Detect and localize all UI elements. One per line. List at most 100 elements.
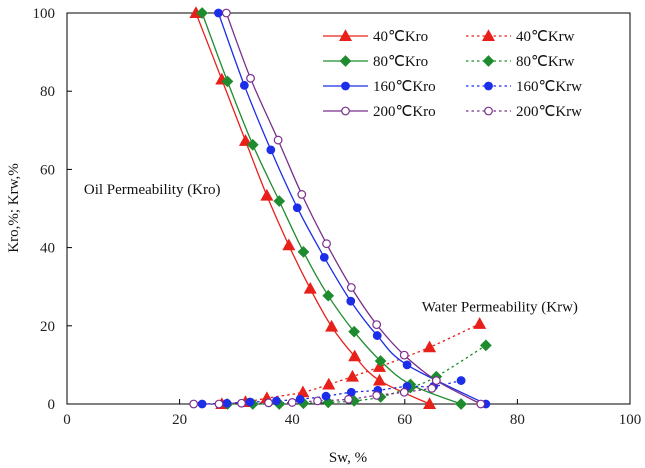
data-point-160ckro: [372, 331, 382, 340]
water-permeability-annotation: Water Permeability (Krw): [422, 299, 578, 315]
legend-label-80ckro: 80℃Kro: [373, 54, 428, 70]
data-point-80ckro: [273, 195, 286, 207]
x-tick-label: 100: [619, 412, 642, 428]
series-markers: [189, 6, 492, 410]
data-point-160ckrw: [295, 394, 305, 404]
y-tick-label: 80: [40, 84, 55, 100]
data-point-200ckro: [297, 190, 307, 199]
y-axis-label: Kro,%; Krw,%: [6, 163, 22, 252]
oil-permeability-annotation: Oil Permeability (Kro): [84, 182, 221, 198]
data-point-160ckrw: [222, 398, 232, 408]
data-point-80ckro: [246, 138, 259, 151]
data-point-200ckrw: [287, 398, 297, 407]
x-tick-label: 60: [397, 412, 412, 428]
legend-marker-160ckro: [341, 81, 350, 91]
legend-label-200ckro: 200℃Kro: [373, 104, 436, 120]
data-point-200ckrw: [313, 396, 322, 406]
series-line-80ckro: [201, 12, 462, 405]
data-point-200ckro: [346, 283, 356, 292]
legend-marker-80ckrw: [482, 55, 495, 67]
x-tick-label: 20: [172, 412, 187, 428]
data-point-200ckrw: [372, 390, 382, 400]
data-point-200ckrw: [214, 399, 224, 409]
data-point-80ckro: [196, 7, 208, 19]
data-point-200ckro: [476, 399, 486, 409]
data-point-160ckro: [239, 80, 249, 90]
axis-ticks: 0 20 40 60 80 100 0 20 40 60 80 100: [33, 6, 642, 428]
series-line-40ckro: [195, 12, 430, 405]
data-point-160ckrw: [272, 396, 281, 406]
legend-marker-200ckro: [341, 106, 350, 116]
data-point-200ckro: [322, 239, 331, 249]
legend-label-80ckrw: 80℃Krw: [516, 54, 575, 70]
data-point-40ckrw: [372, 360, 386, 372]
y-tick-label: 100: [33, 6, 56, 22]
data-point-200ckrw: [427, 383, 437, 393]
data-point-80ckro: [374, 355, 387, 367]
legend-marker-200ckrw: [484, 106, 493, 116]
data-point-80ckro: [297, 246, 310, 258]
data-point-160ckro: [292, 203, 302, 213]
legend-label-200ckrw: 200℃Krw: [516, 104, 582, 120]
data-point-200ckrw: [399, 387, 409, 397]
y-tick-label: 20: [40, 319, 55, 335]
legend-label-40ckrw: 40℃Krw: [516, 29, 575, 45]
x-tick-label: 80: [510, 412, 525, 428]
data-point-200ckrw: [264, 398, 273, 408]
legend-label-160ckro: 160℃Kro: [373, 79, 436, 95]
legend-marker-40ckro: [338, 29, 353, 42]
data-point-40ckro: [238, 134, 252, 146]
data-point-80ckro: [221, 75, 234, 88]
data-point-80ckro: [455, 398, 467, 410]
y-tick-label: 60: [40, 162, 55, 178]
y-tick-label: 0: [48, 397, 56, 413]
x-axis-label: Sw, %: [329, 450, 367, 466]
data-point-160ckrw: [321, 391, 331, 401]
data-point-200ckro: [431, 376, 441, 385]
data-point-200ckrw: [189, 399, 199, 409]
data-point-160ckro: [214, 8, 223, 18]
legend-marker-80ckro: [339, 55, 352, 67]
data-point-80ckro: [322, 289, 335, 302]
legend-label-160ckrw: 160℃Krw: [516, 79, 582, 95]
data-point-160ckrw: [245, 397, 255, 407]
data-point-160ckrw: [456, 376, 466, 385]
y-tick-label: 40: [40, 241, 55, 257]
data-point-40ckrw: [345, 369, 359, 382]
data-point-200ckro: [372, 320, 382, 330]
x-tick-label: 0: [63, 412, 71, 428]
series-lines: [193, 12, 487, 405]
data-point-40ckrw: [322, 377, 336, 390]
annotations: Oil Permeability (Kro) Water Permeability…: [84, 182, 578, 315]
data-point-80ckro: [348, 325, 360, 338]
data-point-40ckro: [303, 281, 317, 294]
data-point-40ckro: [423, 397, 437, 409]
data-point-40ckrw: [473, 317, 487, 329]
data-point-160ckro: [346, 296, 356, 306]
data-point-40ckro: [260, 188, 274, 201]
data-point-40ckrw: [423, 340, 437, 353]
data-point-200ckrw: [237, 398, 246, 408]
data-point-200ckrw: [344, 394, 353, 404]
data-point-200ckro: [399, 350, 409, 360]
legend-label-40ckro: 40℃Kro: [373, 29, 428, 45]
data-point-160ckrw: [197, 399, 207, 409]
data-point-160ckro: [319, 252, 329, 262]
legend-marker-40ckrw: [481, 29, 496, 42]
data-point-80ckrw: [480, 339, 492, 352]
series-line-200ckro: [225, 12, 482, 405]
data-point-40ckro: [372, 373, 386, 386]
data-point-160ckro: [266, 145, 276, 155]
data-point-40ckro: [282, 238, 296, 251]
series-line-160ckro: [217, 12, 487, 405]
data-point-160ckro: [402, 360, 412, 370]
data-point-40ckro: [348, 349, 362, 362]
data-point-200ckro: [273, 135, 283, 145]
legend: 40℃Kro 40℃Krw 80℃Kro 80℃Krw 160℃Kro 160℃Krw 20…: [323, 29, 582, 120]
legend-marker-160ckrw: [484, 81, 493, 91]
plot-frame: [66, 12, 631, 405]
data-point-200ckro: [246, 73, 255, 83]
data-point-200ckro: [221, 8, 231, 18]
x-tick-label: 40: [285, 412, 300, 428]
